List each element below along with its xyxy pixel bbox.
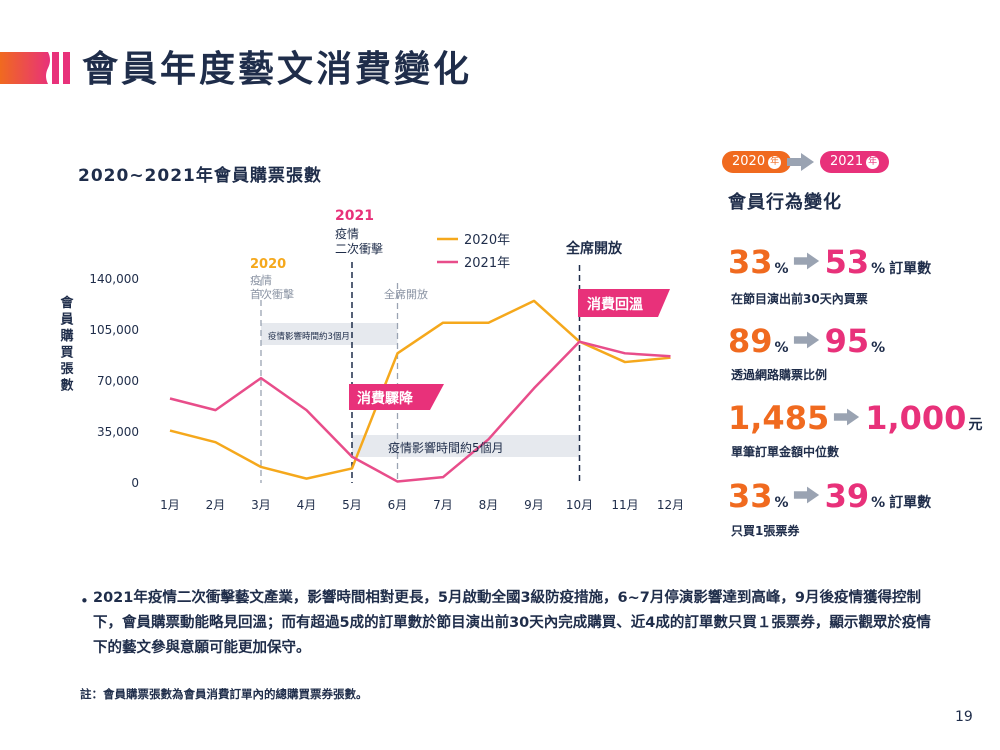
stat-description: 單筆訂單金額中位數 <box>731 445 840 459</box>
stat-from-value: 33 <box>728 477 773 515</box>
legend: 2020年 2021年 <box>437 233 510 271</box>
annotation-2021-label: 2021 <box>335 208 374 224</box>
x-tick-label: 7月 <box>433 498 453 512</box>
arrow-right-icon <box>793 252 819 270</box>
stat-from-unit: % <box>774 340 789 356</box>
arrow-right-icon <box>793 486 819 504</box>
page-number: 19 <box>955 709 973 725</box>
stat-from-unit: % <box>774 495 789 511</box>
series-lines <box>169 299 671 483</box>
arrow-right-icon <box>793 331 819 349</box>
series-line-2020 <box>169 299 671 480</box>
stat-description: 透過網路購票比例 <box>731 368 828 382</box>
legend-label: 2020年 <box>464 233 510 248</box>
annotation-2021-band-label: 疫情影響時間約5個月 <box>388 440 504 455</box>
chart-title: 2020~2021年會員購票張數 <box>78 166 322 186</box>
x-tick-label: 4月 <box>297 498 317 512</box>
y-axis-label-char: 會 <box>60 295 74 311</box>
annotation-2020-band-label: 疫情影響時間約3個月 <box>268 331 350 342</box>
y-axis-label-char: 數 <box>60 378 73 394</box>
arrow-right-icon <box>834 408 860 426</box>
series-line-2021 <box>169 340 671 483</box>
stat-from-unit: % <box>774 261 789 277</box>
stat-to-unit: % <box>871 261 886 277</box>
x-tick-label: 6月 <box>388 498 408 512</box>
stat-to-value: 53 <box>824 243 870 281</box>
note-text: 2021年疫情二次衝擊藝文產業，影響時間相對更長，5月啟動全國3級防疫措施，6~… <box>93 590 931 656</box>
y-axis-label-char: 張 <box>60 362 74 377</box>
stat-row: 33% 53% 訂單數 <box>728 243 931 281</box>
x-tick-label: 11月 <box>611 498 638 512</box>
x-tick-label: 5月 <box>342 498 362 512</box>
x-tick-label: 9月 <box>524 498 544 512</box>
stat-description: 只買1張票券 <box>731 524 800 538</box>
x-tick-label: 8月 <box>479 498 499 512</box>
stat-suffix: 訂單數 <box>889 261 932 277</box>
stat-from-value: 1,485 <box>728 399 830 437</box>
y-axis-label-char: 購 <box>59 328 73 344</box>
stat-suffix: 訂單數 <box>889 495 932 511</box>
annotation-2020-event: 首次衝擊 <box>250 287 294 301</box>
x-tick-label: 2月 <box>206 498 226 512</box>
stat-to-unit: % <box>871 340 886 356</box>
arrow-right-icon <box>787 153 814 171</box>
year-to-suffix: 年 <box>866 156 880 169</box>
annotation-2020-event: 疫情 <box>250 273 272 287</box>
y-tick-labels: 0 35,000 70,000 105,000 140,000 <box>89 272 139 490</box>
note-bullet: • <box>80 592 89 610</box>
stat-to-value: 1,000 <box>865 399 967 437</box>
y-tick-label: 140,000 <box>89 272 139 286</box>
legend-label: 2021年 <box>464 256 510 271</box>
stat-to-unit: % <box>871 495 886 511</box>
title-decoration <box>0 52 70 84</box>
y-tick-label: 70,000 <box>97 374 139 388</box>
callout-drop-text: 消費驟降 <box>357 390 414 407</box>
year-from-suffix: 年 <box>768 156 782 169</box>
year-from-pill: 2020 年 <box>722 151 792 173</box>
band-2021 <box>352 435 580 457</box>
annotation-2020-label: 2020 <box>250 257 286 272</box>
x-tick-label: 1月 <box>160 498 180 512</box>
year-from-label: 2020 <box>732 154 766 169</box>
stat-row: 33% 39% 訂單數 <box>728 477 931 515</box>
stat-from-value: 89 <box>728 322 773 360</box>
y-tick-label: 0 <box>131 476 139 490</box>
y-tick-label: 105,000 <box>89 323 139 337</box>
annotation-bands <box>261 323 580 457</box>
x-tick-label: 10月 <box>566 498 593 512</box>
stat-to-unit: 元 <box>968 417 983 433</box>
y-axis-label-char: 員 <box>59 313 73 328</box>
stat-to-value: 95 <box>824 322 870 360</box>
stat-row: 1,485 1,000 元 <box>728 399 982 437</box>
annotation-2021-event: 疫情 <box>335 226 359 241</box>
behavior-title: 會員行為變化 <box>728 192 842 213</box>
x-tick-label: 12月 <box>657 498 684 512</box>
stat-to-value: 39 <box>824 477 870 515</box>
annotation-2021-event: 二次衝擊 <box>335 241 383 256</box>
annotation-full-open: 全席開放 <box>565 240 623 257</box>
callout-recovery-text: 消費回溫 <box>587 296 643 313</box>
x-tick-labels: 1月 2月 3月 4月 5月 6月 7月 8月 9月 10月 11月 12月 <box>160 498 684 512</box>
stat-row: 89% 95% <box>728 322 885 360</box>
callout-drop-tag <box>349 384 444 410</box>
x-tick-label: 3月 <box>251 498 271 512</box>
footnote: 註：會員購票張數為會員消費訂單內的總購買票券張數。 <box>80 687 368 701</box>
band-2020 <box>261 323 398 345</box>
stat-from-value: 33 <box>728 243 773 281</box>
annotation-dashed-lines <box>260 262 581 483</box>
annotation-2020-open: 全席開放 <box>384 287 428 301</box>
year-to-pill: 2021 年 <box>820 151 890 173</box>
callout-recovery-tag <box>578 289 670 317</box>
page-title: 會員年度藝文消費變化 <box>82 49 473 90</box>
year-to-label: 2021 <box>830 154 864 169</box>
y-tick-label: 35,000 <box>97 425 139 439</box>
y-axis-label-char: 買 <box>60 346 73 361</box>
stat-description: 在節目演出前30天內買票 <box>731 292 868 306</box>
